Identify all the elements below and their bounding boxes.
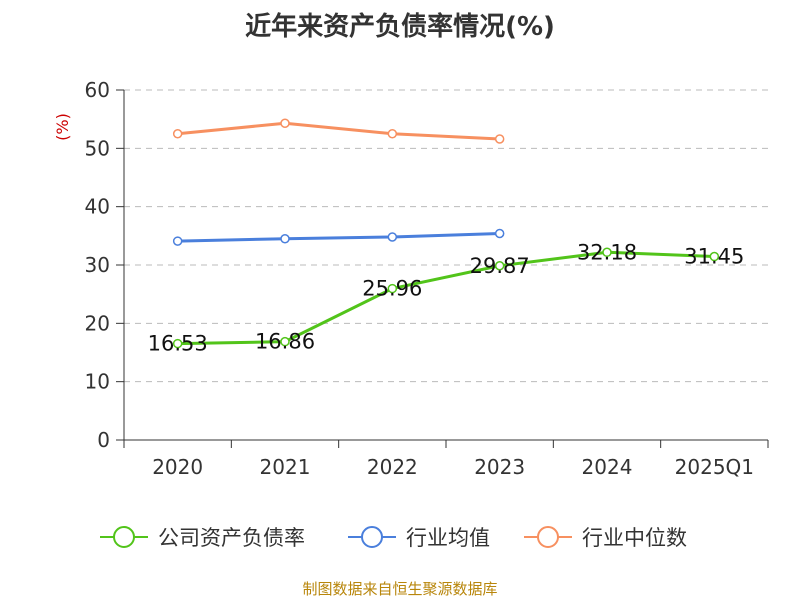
x-tick-label: 2023 [474, 455, 525, 479]
data-label: 31.45 [684, 245, 744, 269]
legend-item: 行业均值 [348, 526, 490, 550]
data-source-note: 制图数据来自恒生聚源数据库 [302, 580, 498, 598]
data-point [172, 236, 183, 246]
y-tick-label: 50 [85, 136, 110, 160]
series-line [177, 232, 500, 243]
x-tick-label: 2025Q1 [675, 455, 754, 479]
data-point [709, 251, 720, 262]
series-lines [172, 118, 720, 349]
data-point [494, 261, 505, 271]
data-label: 25.96 [362, 277, 422, 301]
data-point [172, 338, 183, 349]
legend-item: 行业中位数 [524, 526, 687, 550]
data-point [280, 336, 290, 347]
data-point [602, 247, 612, 258]
data-point [494, 228, 505, 239]
data-label: 16.53 [148, 332, 208, 356]
axes: 0 10 20 30 40 50 60 2020 2021 2022 2023 2024 2025Q1 [85, 78, 769, 479]
y-tick-label: 20 [85, 311, 110, 335]
data-point [280, 118, 290, 128]
y-tick-label: 60 [85, 78, 110, 102]
legend-label: 行业均值 [406, 526, 490, 550]
x-tick-label: 2020 [152, 455, 203, 479]
chart-title: 近年来资产负债率情况(%) [245, 12, 555, 42]
x-tick-label: 2024 [582, 455, 633, 479]
legend-marker [113, 526, 135, 548]
data-point [280, 234, 290, 244]
x-tick-label: 2022 [367, 455, 418, 479]
data-label: 16.86 [255, 330, 315, 354]
legend-item: 公司资产负债率 [100, 526, 305, 550]
data-label: 29.87 [470, 254, 530, 278]
y-axis-label: (%) [53, 113, 72, 141]
x-tick-label: 2021 [260, 455, 311, 479]
legend-label: 行业中位数 [582, 526, 687, 550]
series-line [177, 250, 715, 346]
series-line [177, 121, 500, 141]
y-tick-label: 10 [85, 370, 110, 394]
legend-marker [537, 526, 559, 548]
data-point [494, 134, 505, 144]
data-point [172, 129, 183, 139]
y-tick-label: 0 [97, 428, 110, 452]
legend-marker [361, 526, 383, 548]
legend-label: 公司资产负债率 [158, 526, 305, 550]
data-labels: 16.53 16.86 25.96 29.87 32.18 31.45 [148, 240, 745, 355]
data-point [387, 283, 398, 294]
grid-lines [124, 89, 768, 383]
legend: 公司资产负债率 行业均值 行业中位数 [100, 526, 687, 550]
data-point [387, 129, 398, 139]
data-point [387, 232, 398, 242]
y-tick-label: 30 [85, 253, 110, 277]
y-tick-label: 40 [85, 195, 110, 219]
data-label: 32.18 [577, 240, 637, 264]
